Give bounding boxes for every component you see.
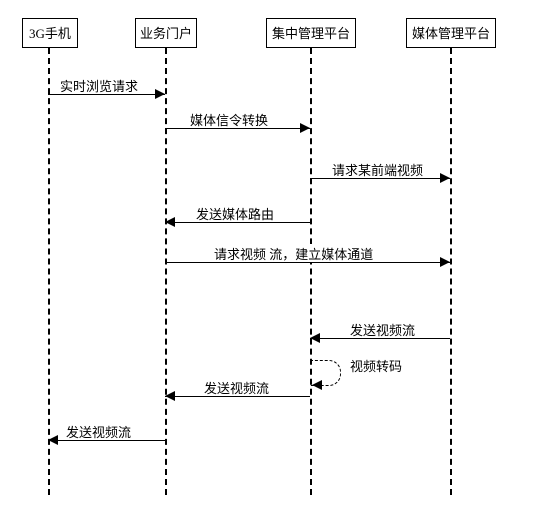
message-line-m8 bbox=[165, 396, 310, 397]
message-line-m4 bbox=[165, 222, 310, 223]
arrow-head-m6 bbox=[310, 333, 320, 343]
message-line-m3 bbox=[310, 178, 450, 179]
message-label-m7: 视频转码 bbox=[350, 356, 402, 375]
arrow-head-m1 bbox=[155, 89, 165, 99]
lifeline-p3 bbox=[310, 48, 312, 495]
message-label-m6: 发送视频流 bbox=[350, 320, 415, 339]
participant-p3: 集中管理平台 bbox=[266, 18, 356, 48]
arrow-head-m4 bbox=[165, 217, 175, 227]
message-line-m9 bbox=[48, 440, 165, 441]
message-label-m2: 媒体信令转换 bbox=[190, 110, 268, 129]
participant-p2: 业务门户 bbox=[135, 18, 197, 48]
arrow-head-m3 bbox=[440, 173, 450, 183]
arrow-head-m2 bbox=[300, 123, 310, 133]
message-line-m1 bbox=[48, 94, 165, 95]
lifeline-p4 bbox=[450, 48, 452, 495]
participant-p4: 媒体管理平台 bbox=[406, 18, 496, 48]
lifeline-p1 bbox=[48, 48, 50, 495]
arrow-head-m8 bbox=[165, 391, 175, 401]
message-line-m5 bbox=[165, 262, 450, 263]
lifeline-p2 bbox=[165, 48, 167, 495]
arrow-head-m7 bbox=[312, 380, 322, 390]
message-label-m8: 发送视频流 bbox=[204, 378, 269, 397]
message-label-m4: 发送媒体路由 bbox=[196, 204, 274, 223]
arrow-head-m5 bbox=[440, 257, 450, 267]
message-label-m1: 实时浏览请求 bbox=[60, 76, 138, 95]
sequence-diagram: 3G手机 业务门户 集中管理平台 媒体管理平台实时浏览请求媒体信令转换请求某前端视频发… bbox=[0, 0, 547, 505]
arrow-head-m9 bbox=[48, 435, 58, 445]
participant-p1: 3G手机 bbox=[22, 18, 78, 48]
message-label-m3: 请求某前端视频 bbox=[332, 160, 423, 179]
message-label-m5: 请求视频 流，建立媒体通道 bbox=[214, 244, 373, 263]
message-line-m2 bbox=[165, 128, 310, 129]
message-line-m6 bbox=[310, 338, 450, 339]
message-label-m9: 发送视频流 bbox=[66, 422, 131, 441]
